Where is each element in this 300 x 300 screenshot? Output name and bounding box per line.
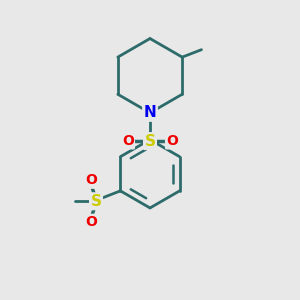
Text: O: O bbox=[122, 134, 134, 148]
Text: S: S bbox=[91, 194, 101, 209]
Text: O: O bbox=[167, 134, 178, 148]
Text: O: O bbox=[85, 173, 98, 188]
Text: N: N bbox=[144, 105, 156, 120]
Text: O: O bbox=[85, 215, 98, 229]
Text: S: S bbox=[145, 134, 155, 148]
